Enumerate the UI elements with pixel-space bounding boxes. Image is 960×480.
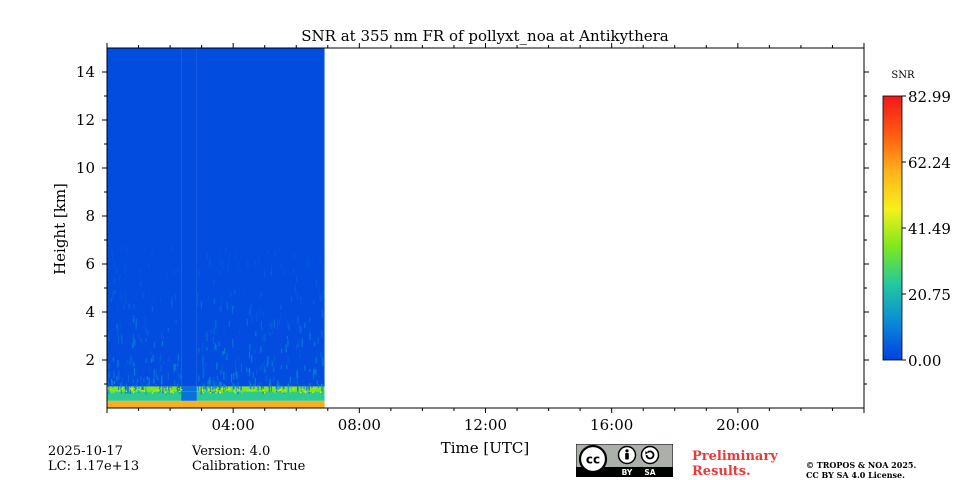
colorbar-tick-label: 41.49: [908, 220, 951, 238]
x-tick-label: 16:00: [590, 416, 633, 434]
y-tick-label: 2: [85, 351, 95, 369]
version-text: Version: 4.0: [192, 444, 271, 459]
y-tick-label: 6: [85, 255, 95, 273]
heatmap-layer-boundary-layer: [181, 391, 197, 401]
chart-title: SNR at 355 nm FR of pollyxt_noa at Antik…: [301, 27, 669, 45]
y-tick-label: 4: [85, 303, 95, 321]
colorbar-label: SNR: [891, 70, 915, 81]
x-axis-ticks: 04:00 08:00 12:00 16:00 20:00: [106, 43, 865, 434]
y-tick-label: 8: [85, 207, 95, 225]
heatmap-layer-near-surface-high-SNR: [181, 400, 197, 408]
heatmap-layer-near-surface-high-SNR: [196, 400, 325, 408]
x-tick-label: 12:00: [464, 416, 507, 434]
by-mark: BY: [622, 468, 633, 477]
x-tick-label: 04:00: [212, 416, 255, 434]
x-tick-label: 08:00: [338, 416, 381, 434]
calibration-text: Calibration: True: [192, 459, 306, 474]
colorbar-tick-label: 82.99: [908, 88, 951, 106]
colorbar-ticks: 0.00 20.75 41.49 62.24 82.99: [902, 88, 951, 370]
cc-by-sa-license-icon: cc BY SA: [576, 444, 673, 477]
colorbar-tick-label: 0.00: [908, 352, 941, 370]
heatmap-layer-free-troposphere: [181, 48, 197, 387]
colorbar-tick-label: 20.75: [908, 286, 951, 304]
x-tick-label: 20:00: [716, 416, 759, 434]
heatmap-plot-area: [107, 48, 864, 408]
date-text: 2025-10-17: [48, 444, 123, 459]
footer-left: 2025-10-17 LC: 1.17e+13: [48, 444, 139, 474]
y-tick-label: 10: [76, 159, 95, 177]
copyright-line-1: © TROPOS & NOA 2025.: [806, 460, 917, 470]
heatmap-layer-boundary-layer: [196, 391, 325, 401]
preliminary-line-1: Preliminary: [692, 449, 778, 464]
heatmap-layer-free-troposphere: [196, 48, 325, 387]
preliminary-line-2: Results.: [692, 464, 751, 479]
copyright-line-2: CC BY SA 4.0 License.: [806, 470, 905, 480]
lc-text: LC: 1.17e+13: [48, 459, 140, 474]
y-tick-label: 12: [76, 111, 95, 129]
y-axis-label: Height [km]: [51, 183, 69, 275]
y-tick-label: 14: [76, 63, 95, 81]
heatmap-layer-boundary-layer: [107, 391, 182, 401]
preliminary-results-note: Preliminary Results.: [692, 449, 778, 479]
footer-version: Version: 4.0 Calibration: True: [192, 444, 305, 474]
sa-mark: SA: [644, 468, 655, 477]
copyright-note: © TROPOS & NOA 2025. CC BY SA 4.0 Licens…: [806, 460, 916, 480]
colorbar-tick-label: 62.24: [908, 154, 951, 172]
heatmap-noise-texture: [107, 244, 326, 396]
x-axis-label: Time [UTC]: [441, 439, 530, 457]
colorbar: [882, 95, 903, 361]
heatmap-layer-layer-top: [107, 386, 182, 392]
heatmap-layer-layer-top: [181, 386, 197, 392]
heatmap-layer-layer-top: [196, 386, 325, 392]
no-data-region: [324, 48, 864, 408]
cc-mark: cc: [586, 453, 600, 467]
y-axis-ticks: 2 4 6 8 10 12 14: [76, 63, 869, 385]
heatmap-layer-near-surface-high-SNR: [107, 400, 182, 408]
